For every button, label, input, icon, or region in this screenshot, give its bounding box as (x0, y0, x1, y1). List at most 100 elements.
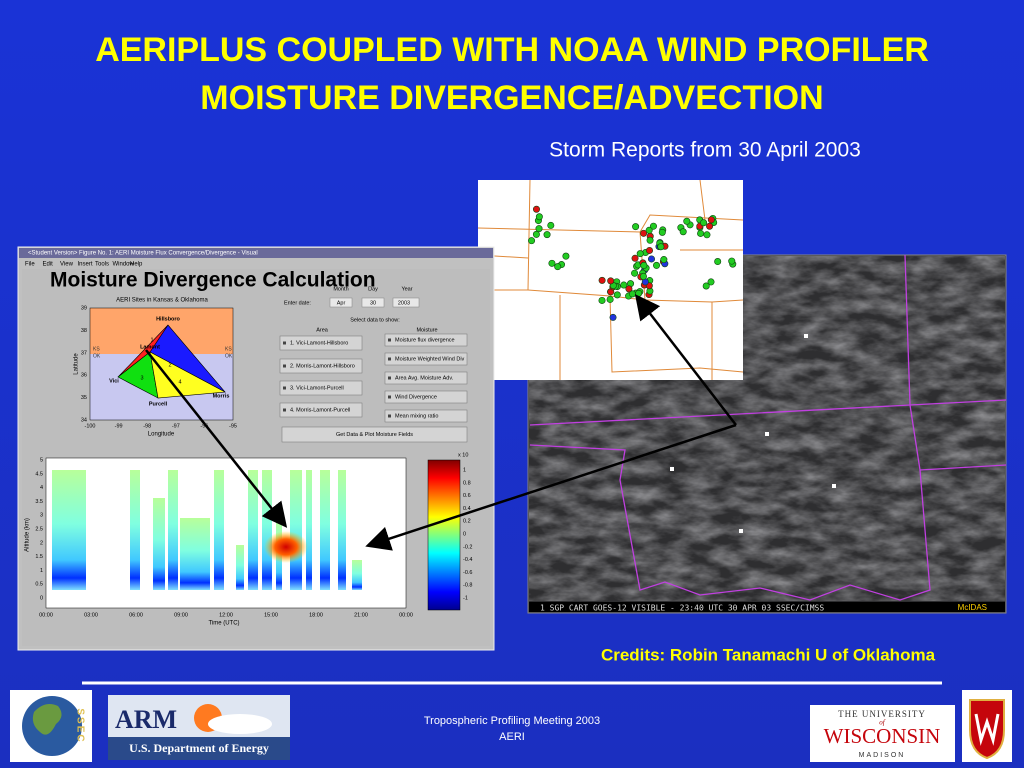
x-tick-label: 03:00 (84, 612, 98, 618)
menu-item: View (60, 262, 74, 268)
satellite-brand: McIDAS (958, 603, 987, 612)
state-border (904, 254, 911, 406)
y-tick-label: 37 (81, 350, 87, 356)
profile-column (180, 518, 210, 590)
site-marker (804, 334, 808, 338)
menu-item: Edit (43, 262, 54, 268)
storm-report (657, 243, 665, 251)
storm-report (660, 256, 668, 264)
footer-text: AERI (499, 731, 525, 743)
profile-column (153, 498, 165, 590)
area-option (279, 358, 363, 374)
storm-report (631, 254, 639, 262)
storm-report (646, 236, 654, 244)
storm-report (532, 205, 540, 213)
arrow (365, 423, 737, 551)
area-number: 3 (140, 375, 143, 381)
storm-report (653, 261, 661, 269)
y-tick-label: 3 (40, 513, 43, 519)
storm-report (535, 225, 543, 233)
radio-box (388, 338, 391, 342)
x-tick-label: 21:00 (354, 612, 368, 618)
y-tick-label: 2 (40, 540, 43, 546)
storm-report (625, 285, 633, 293)
globe-land (32, 704, 62, 735)
footer-text: Tropospheric Profiling Meeting 2003 (424, 715, 600, 727)
area-option-label: 1. Vici-Lamont-Hillsboro (290, 340, 348, 346)
profile-column (352, 560, 362, 590)
moisture-option (384, 409, 468, 423)
column-header: Area (316, 327, 329, 333)
dropdown-value: 30 (370, 300, 376, 306)
state-label: OK (93, 353, 101, 359)
profile-column (168, 470, 178, 590)
field-label: Enter date: (284, 300, 311, 306)
site-marker (765, 432, 769, 436)
state-border (477, 214, 744, 233)
profile-column (130, 470, 140, 590)
x-axis-label: Time (UTC) (208, 621, 239, 627)
storm-report (532, 230, 540, 238)
menu-item: File (25, 262, 35, 268)
site-label: Purcell (149, 401, 168, 407)
profile-column (338, 470, 346, 590)
storm-report (645, 246, 653, 254)
storm-report (635, 289, 643, 297)
arm-text: ARM (115, 705, 177, 734)
storm-report (598, 276, 606, 284)
menu-item: Help (130, 262, 143, 268)
radio-box (283, 341, 286, 345)
radio-box (388, 357, 391, 361)
site-marker (832, 484, 836, 488)
storm-report (547, 221, 555, 229)
storm-report (707, 278, 715, 286)
colorbar-tick-label: -0.6 (463, 570, 472, 576)
profile-column (290, 470, 302, 590)
uw-text: THE UNIVERSITY (838, 709, 926, 719)
y-tick-label: 36 (81, 373, 87, 379)
overlay-label: Moisture Divergence Calculation (50, 269, 376, 292)
storm-report (613, 291, 621, 299)
window-title-bar (19, 248, 493, 258)
arm-cloud (208, 714, 272, 734)
y-tick-label: 34 (81, 417, 87, 423)
state-border (919, 464, 1007, 471)
storm-report (707, 216, 715, 224)
uw-crest (969, 699, 1005, 760)
site-label: Vici (109, 378, 119, 384)
x-axis-label: Longitude (148, 432, 175, 438)
storm-report (647, 255, 655, 263)
y-tick-label: 4 (40, 485, 43, 491)
field-label: Day (368, 286, 378, 292)
dropdown (329, 297, 353, 308)
colorbar (427, 459, 461, 611)
moisture-option-label: Mean mixing ratio (395, 413, 438, 419)
column-header: Moisture (416, 327, 437, 333)
moisture-option (384, 333, 468, 347)
site-marker (739, 529, 743, 533)
x-tick-label: 12:00 (219, 612, 233, 618)
window-title: <Student Version> Figure No. 1: AERI Moi… (28, 251, 258, 257)
storm-report (535, 213, 543, 221)
y-tick-label: 5 (40, 457, 43, 463)
area-option (279, 402, 363, 418)
y-tick-label: 2.5 (35, 526, 43, 532)
field-label: Select data to show: (350, 317, 400, 323)
moisture-option (384, 390, 468, 404)
storm-report (606, 295, 614, 303)
state-label: KS (225, 346, 232, 352)
y-tick-label: 35 (81, 395, 87, 401)
dropdown (392, 297, 420, 308)
profile-column (214, 470, 224, 590)
site-marker (670, 467, 674, 471)
colorbar-tick-label: -1 (463, 595, 468, 601)
storm-report (728, 257, 736, 265)
colorbar-tick-label: 0.6 (463, 493, 471, 499)
y-axis-label: Latitude (74, 353, 80, 375)
colorbar-tick-label: -0.2 (463, 544, 472, 550)
area-option (279, 380, 363, 396)
dropdown-value: 2003 (398, 300, 410, 306)
storm-report (706, 222, 714, 230)
plot-button-label: Get Data & Plot Moisture Fields (336, 432, 413, 438)
